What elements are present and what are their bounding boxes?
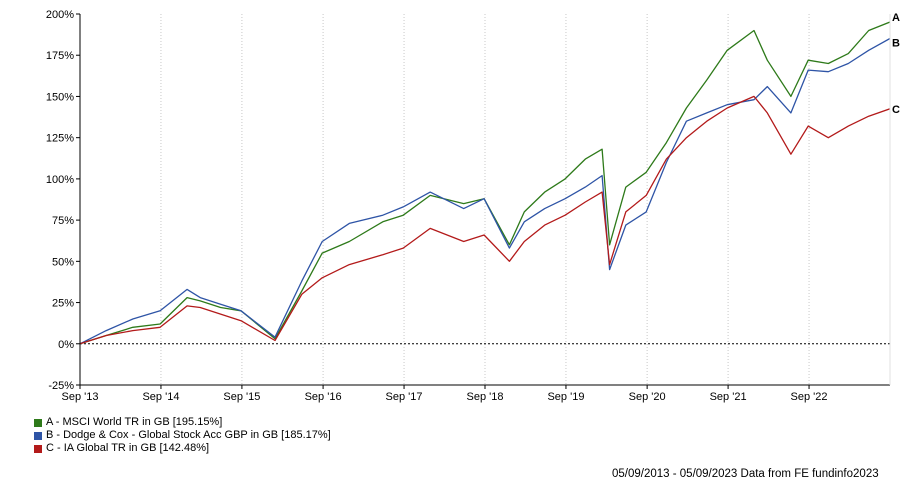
footer-date-source: 05/09/2013 - 05/09/2023 Data from FE fun… xyxy=(612,468,879,480)
legend-item-c: C - IA Global TR in GB [142.48%] xyxy=(34,442,331,455)
x-tick-label: Sep '21 xyxy=(710,391,747,403)
legend-item-a: A - MSCI World TR in GB [195.15%] xyxy=(34,416,331,429)
legend-swatch-b xyxy=(34,431,42,440)
y-tick-label: -25% xyxy=(48,380,74,392)
legend-label-a: A - MSCI World TR in GB [195.15%] xyxy=(46,416,223,428)
legend-label-b: B - Dodge & Cox - Global Stock Acc GBP i… xyxy=(46,429,331,441)
legend-swatch-c xyxy=(34,444,42,453)
x-tick-label: Sep '13 xyxy=(62,391,99,403)
x-tick-label: Sep '16 xyxy=(305,391,342,403)
y-tick-label: 50% xyxy=(52,256,74,268)
y-tick-label: 175% xyxy=(46,50,74,62)
series-line-a xyxy=(79,21,891,345)
series-end-label-c: C xyxy=(892,104,900,116)
y-tick-label: 75% xyxy=(52,215,74,227)
y-tick-label: 25% xyxy=(52,298,74,310)
x-tick-label: Sep '18 xyxy=(467,391,504,403)
y-tick-label: 125% xyxy=(46,133,74,145)
legend: A - MSCI World TR in GB [195.15%] B - Do… xyxy=(34,416,331,455)
y-tick-label: 100% xyxy=(46,174,74,186)
series-group xyxy=(79,21,891,345)
x-tick-label: Sep '19 xyxy=(547,391,584,403)
series-line-c xyxy=(79,95,891,345)
tick-labels: 200%175%150%125%100%75%50%25%0%-25%Sep '… xyxy=(46,9,900,403)
plot-frame xyxy=(76,13,891,389)
series-end-label-a: A xyxy=(892,12,900,24)
x-tick-label: Sep '17 xyxy=(386,391,423,403)
legend-label-c: C - IA Global TR in GB [142.48%] xyxy=(46,442,210,454)
x-tick-label: Sep '22 xyxy=(791,391,828,403)
legend-swatch-a xyxy=(34,418,42,427)
x-tick-label: Sep '14 xyxy=(142,391,179,403)
y-tick-label: 150% xyxy=(46,91,74,103)
y-tick-label: 200% xyxy=(46,9,74,21)
legend-item-b: B - Dodge & Cox - Global Stock Acc GBP i… xyxy=(34,429,331,442)
series-line-b xyxy=(79,37,891,345)
x-tick-label: Sep '20 xyxy=(629,391,666,403)
series-end-label-b: B xyxy=(892,37,900,49)
y-tick-label: 0% xyxy=(58,339,74,351)
x-tick-label: Sep '15 xyxy=(223,391,260,403)
